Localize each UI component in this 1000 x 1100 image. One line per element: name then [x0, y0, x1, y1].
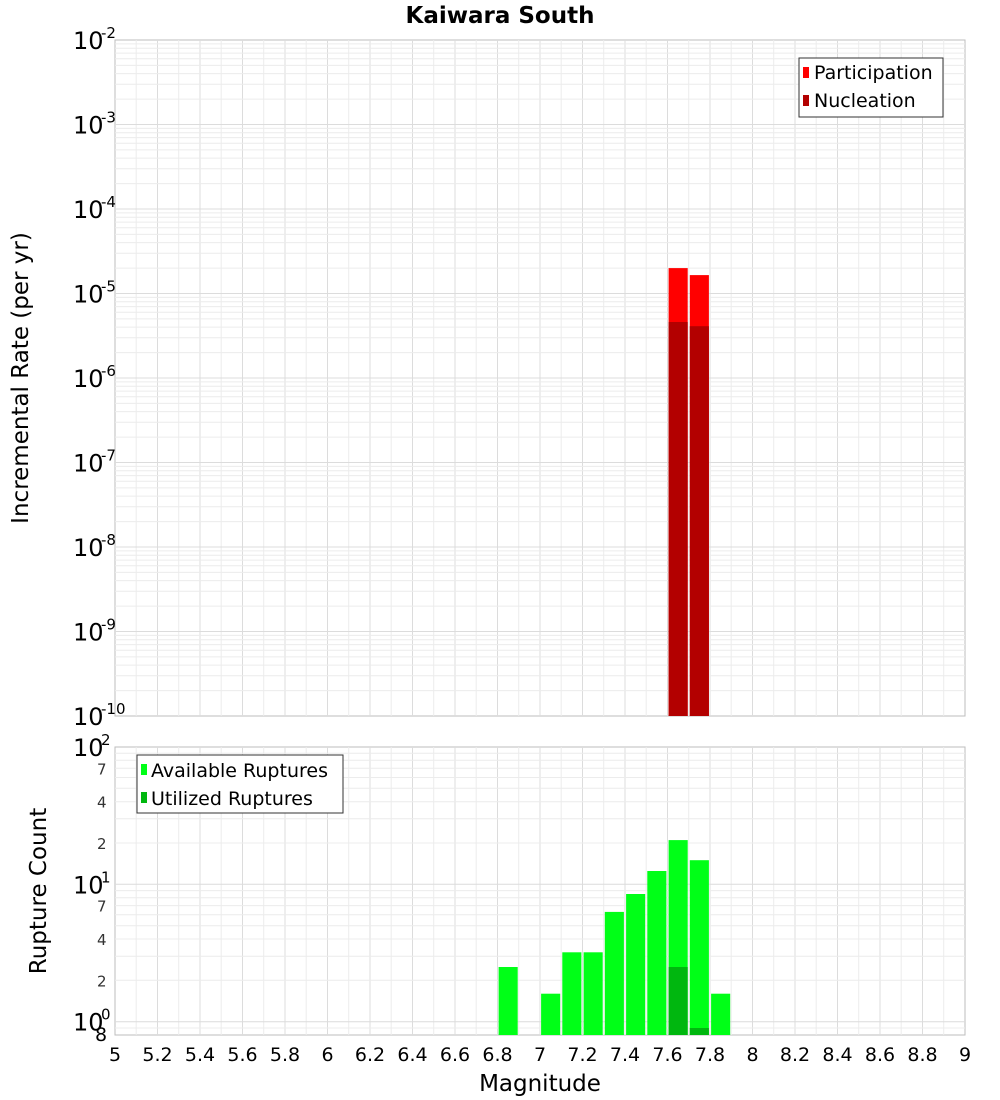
- bottom-legend-box: [136, 754, 344, 814]
- bottom-bar-utilized-ruptures: [689, 1028, 709, 1035]
- y-tick-label: 10: [73, 871, 104, 899]
- bottom-bar-available-ruptures: [689, 860, 709, 1035]
- bottom-bar-available-ruptures: [583, 952, 603, 1035]
- x-tick-labels: 5 5.2 5.4 5.6 5.8 6 6.2 6.4 6.6 6.8 7 7.2 7.4 7.6 7.8 8…: [109, 1044, 971, 1066]
- x-tick-label: 6: [321, 1044, 333, 1066]
- y-minor-tick-label: 2: [97, 972, 107, 990]
- y-tick-exponent: -2: [101, 24, 116, 42]
- x-tick-label: 6.2: [355, 1044, 385, 1066]
- x-tick-label: 6.6: [440, 1044, 470, 1066]
- y-tick-label: 10: [73, 112, 104, 140]
- legend-label-nucleation: Nucleation: [814, 90, 916, 112]
- y-tick-exponent: 2: [101, 731, 111, 749]
- x-tick-label: 5.6: [227, 1044, 257, 1066]
- x-tick-label: 8.4: [822, 1044, 852, 1066]
- bottom-bars: [498, 840, 731, 1035]
- y-tick-exponent: -9: [101, 616, 116, 634]
- y-tick-label: 10: [73, 196, 104, 224]
- x-tick-label: 7: [534, 1044, 546, 1066]
- y-tick-exponent: -8: [101, 531, 116, 549]
- x-tick-label: 7.2: [567, 1044, 597, 1066]
- x-tick-label: 5.4: [185, 1044, 215, 1066]
- top-legend: Participation Nucleation: [798, 57, 944, 118]
- y-tick-label: 10: [73, 734, 104, 762]
- bottom-bar-available-ruptures: [626, 894, 646, 1035]
- chart-title: Kaiwara South: [406, 3, 595, 29]
- y-tick-exponent: 1: [101, 868, 111, 886]
- y-minor-tick-label: 7: [97, 898, 107, 916]
- y-minor-tick-label: 2: [97, 835, 107, 853]
- legend-swatch-utilized-ruptures: [141, 792, 147, 803]
- bottom-bar-available-ruptures: [647, 871, 667, 1035]
- y-tick-exponent: -7: [101, 447, 116, 465]
- legend-label-utilized-ruptures: Utilized Ruptures: [151, 788, 313, 810]
- top-y-axis-label: Incremental Rate (per yr): [8, 232, 34, 524]
- y-tick-label: 10: [73, 619, 104, 647]
- top-y-tick-labels: 10-210-310-410-510-610-710-810-910-10: [73, 24, 126, 731]
- legend-swatch-nucleation: [803, 95, 809, 106]
- top-bar-nucleation: [689, 326, 709, 716]
- y-minor-tick-label: 8: [95, 1024, 107, 1046]
- y-tick-exponent: -3: [101, 109, 116, 127]
- y-minor-tick-label: 7: [97, 760, 107, 778]
- y-tick-label: 10: [73, 281, 104, 309]
- bottom-y-axis-label: Rupture Count: [26, 808, 52, 974]
- x-tick-label: 6.8: [482, 1044, 512, 1066]
- legend-swatch-available-ruptures: [141, 764, 147, 775]
- x-tick-label: 7.4: [610, 1044, 640, 1066]
- y-tick-label: 10: [73, 27, 104, 55]
- x-tick-label: 5.2: [142, 1044, 172, 1066]
- y-tick-label: 10: [73, 534, 104, 562]
- y-tick-label: 10: [73, 450, 104, 478]
- bottom-bar-available-ruptures: [562, 952, 582, 1035]
- bottom-bar-available-ruptures: [604, 911, 624, 1035]
- y-minor-tick-label: 4: [97, 931, 107, 949]
- bottom-bar-available-ruptures: [541, 993, 561, 1035]
- y-minor-tick-label: 4: [97, 794, 107, 812]
- top-bars: [668, 268, 709, 716]
- bottom-legend: Available Ruptures Utilized Ruptures: [136, 754, 344, 814]
- x-tick-label: 8: [746, 1044, 758, 1066]
- bottom-bar-available-ruptures: [711, 993, 731, 1035]
- y-tick-exponent: -5: [101, 278, 116, 296]
- x-tick-label: 8.2: [780, 1044, 810, 1066]
- y-tick-exponent: -10: [101, 700, 126, 718]
- x-tick-label: 6.4: [397, 1044, 427, 1066]
- legend-swatch-participation: [803, 67, 809, 78]
- legend-label-available-ruptures: Available Ruptures: [151, 760, 328, 782]
- x-tick-label: 8.8: [907, 1044, 937, 1066]
- y-tick-exponent: -6: [101, 362, 116, 380]
- y-tick-exponent: 0: [101, 1006, 111, 1024]
- y-tick-label: 10: [73, 703, 104, 731]
- x-tick-label: 8.6: [865, 1044, 895, 1066]
- x-tick-label: 5.8: [270, 1044, 300, 1066]
- x-axis-label: Magnitude: [479, 1071, 601, 1097]
- x-tick-label: 5: [109, 1044, 121, 1066]
- x-tick-label: 7.8: [695, 1044, 725, 1066]
- top-bar-nucleation: [668, 322, 688, 716]
- y-tick-label: 10: [73, 365, 104, 393]
- top-legend-box: [798, 57, 944, 118]
- x-tick-label: 9: [959, 1044, 971, 1066]
- legend-label-participation: Participation: [814, 62, 933, 84]
- bottom-bar-utilized-ruptures: [668, 967, 688, 1035]
- x-tick-label: 7.6: [652, 1044, 682, 1066]
- top-gridlines: [115, 40, 965, 716]
- bottom-bar-available-ruptures: [498, 967, 518, 1035]
- y-tick-label: 10: [73, 1009, 104, 1037]
- y-tick-exponent: -4: [101, 193, 116, 211]
